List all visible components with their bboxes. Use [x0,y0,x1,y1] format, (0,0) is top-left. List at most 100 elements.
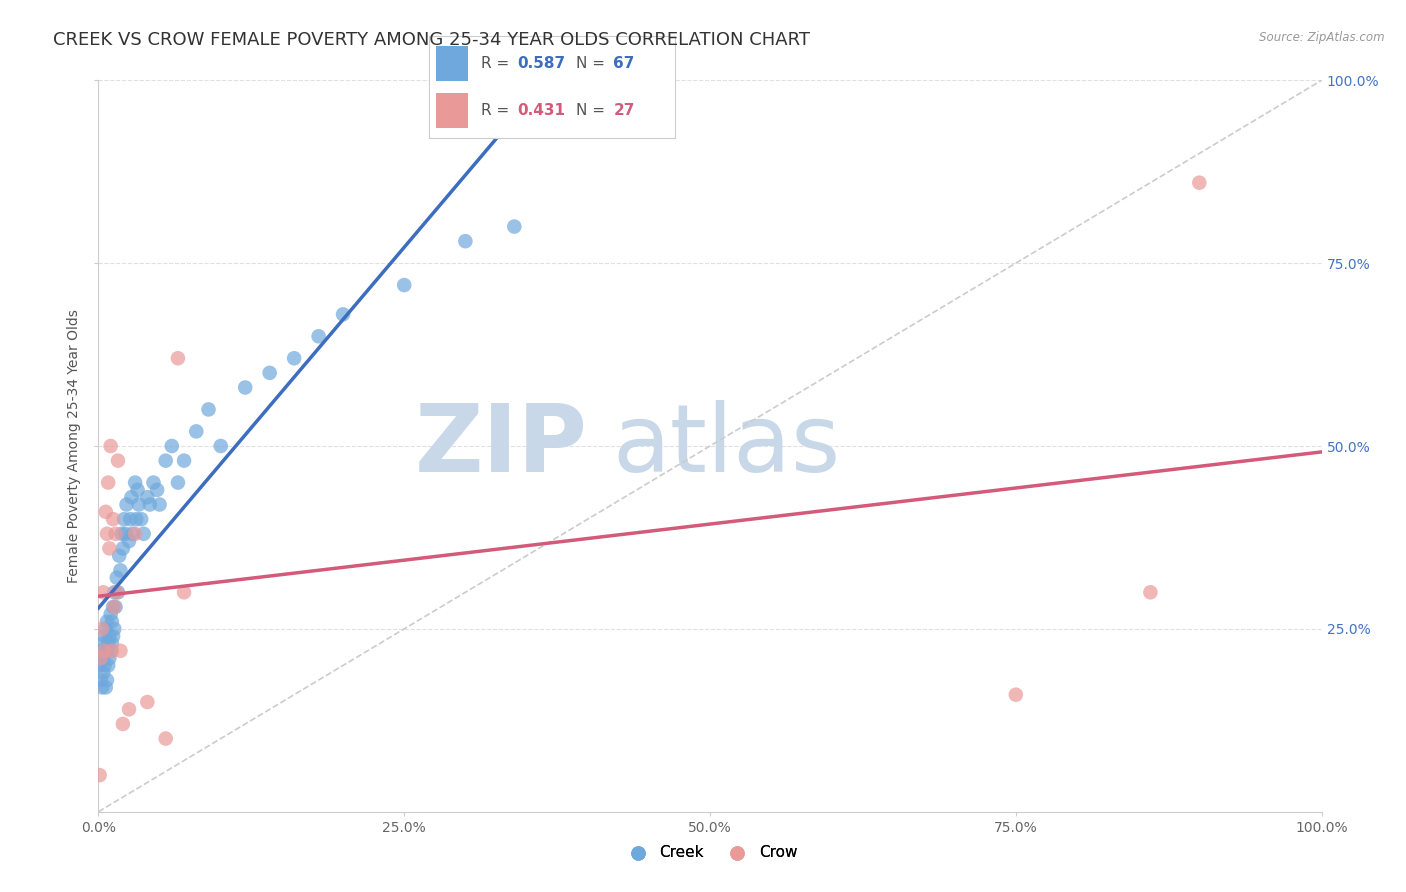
Point [107,453,129,467]
Point [392,278,416,293]
Point [89,658,111,673]
Point [110,563,132,577]
Point [98,651,121,665]
Point [1188,176,1211,190]
Point [136,695,159,709]
Point [105,585,128,599]
Point [1139,585,1161,599]
Text: R =: R = [481,103,513,118]
Point [97,636,120,650]
Point [259,366,281,380]
Text: 67: 67 [613,56,634,70]
Bar [436,45,468,81]
Point [115,498,138,512]
Y-axis label: Female Poverty Among 25-34 Year Olds: Female Poverty Among 25-34 Year Olds [67,309,82,583]
Point [142,475,165,490]
Point [94,505,117,519]
Point [112,512,135,526]
Point [103,585,125,599]
Point [103,599,125,614]
Point [136,490,159,504]
Point [1004,688,1026,702]
Point [104,599,127,614]
Text: CREEK VS CROW FEMALE POVERTY AMONG 25-34 YEAR OLDS CORRELATION CHART: CREEK VS CROW FEMALE POVERTY AMONG 25-34… [53,31,810,49]
Point [91,665,114,680]
Point [111,717,134,731]
Point [120,490,142,504]
Point [100,644,122,658]
Point [101,599,124,614]
Point [132,526,155,541]
Text: 27: 27 [613,103,634,118]
Point [197,402,219,417]
Point [146,483,169,497]
Point [155,731,177,746]
Point [96,673,118,687]
Text: N =: N = [576,103,610,118]
Point [98,541,121,556]
Point [332,307,354,321]
Point [101,644,124,658]
Point [101,636,124,650]
Point [98,629,121,643]
Point [91,636,114,650]
Point [149,498,172,512]
Point [118,702,141,716]
Point [107,585,129,599]
Point [94,644,117,658]
Point [101,629,124,643]
Point [114,526,136,541]
Point [93,629,115,643]
Point [100,439,122,453]
Text: N =: N = [576,56,610,70]
Point [186,425,208,439]
Point [90,673,112,687]
Text: R =: R = [481,56,513,70]
Point [91,651,114,665]
Point [100,607,122,622]
Point [93,644,115,658]
Point [173,585,195,599]
Point [124,475,146,490]
Point [93,658,115,673]
Text: 0.431: 0.431 [517,103,565,118]
Point [91,622,114,636]
Point [96,526,118,541]
Legend: Creek, Crow: Creek, Crow [617,839,803,866]
Point [120,512,142,526]
Point [173,453,195,467]
Point [111,526,134,541]
Point [110,644,132,658]
Point [91,585,114,599]
Point [97,658,120,673]
Text: 0.587: 0.587 [517,56,565,70]
Point [167,351,190,366]
Point [101,512,124,526]
Point [125,512,148,526]
Point [454,234,477,248]
Point [94,681,117,695]
Point [111,541,134,556]
Text: Source: ZipAtlas.com: Source: ZipAtlas.com [1260,31,1385,45]
Point [91,681,114,695]
Point [283,351,305,366]
Point [503,219,526,234]
Point [167,475,190,490]
Point [233,380,256,394]
Point [308,329,330,343]
Point [121,526,143,541]
Point [515,95,537,110]
Point [118,534,141,549]
Point [128,498,150,512]
Point [97,475,120,490]
Text: ZIP: ZIP [415,400,588,492]
Point [108,549,131,563]
Point [101,615,124,629]
Point [104,526,127,541]
Point [127,483,149,497]
Point [90,644,112,658]
Point [155,453,177,467]
Point [209,439,232,453]
Text: atlas: atlas [612,400,841,492]
Point [103,622,125,636]
